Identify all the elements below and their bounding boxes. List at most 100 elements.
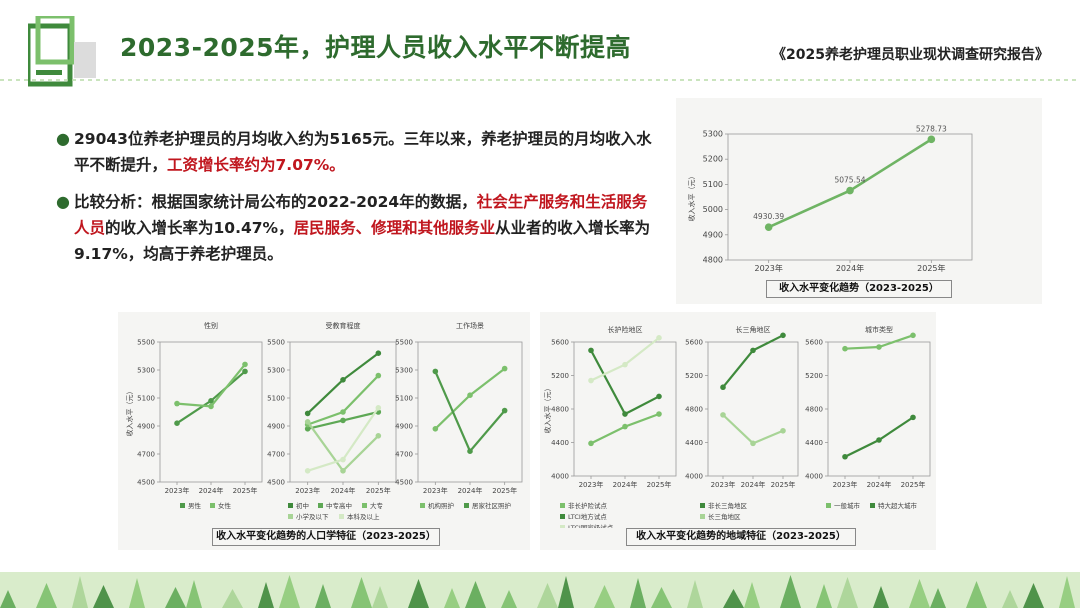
y-tick-label: 5300 bbox=[395, 367, 413, 375]
y-tick-label: 5000 bbox=[703, 205, 723, 214]
data-point bbox=[340, 377, 346, 383]
y-tick-label: 5600 bbox=[805, 339, 823, 347]
chart-title: 工作场景 bbox=[456, 321, 484, 330]
legend-swatch bbox=[464, 503, 469, 508]
y-tick-label: 5100 bbox=[395, 395, 413, 403]
legend-label: 长三角地区 bbox=[708, 512, 741, 521]
data-point bbox=[174, 400, 180, 407]
y-axis-label: 收入水平（元） bbox=[687, 173, 696, 222]
x-tick-label: 2023年 bbox=[295, 486, 320, 495]
data-point bbox=[304, 410, 311, 417]
x-tick-label: 2024年 bbox=[741, 480, 766, 489]
data-point bbox=[501, 365, 508, 372]
bullet-monthly-income: ● 29043位养老护理员的月均收入约为5165元。三年以来，养老护理员的月均收… bbox=[56, 126, 654, 178]
legend-swatch bbox=[870, 503, 875, 508]
chart-title: 长三角地区 bbox=[736, 325, 771, 334]
y-tick-label: 4500 bbox=[137, 479, 155, 487]
legend-swatch bbox=[826, 503, 831, 508]
data-point bbox=[780, 332, 786, 339]
data-point bbox=[622, 361, 628, 368]
trend-chart-caption: 收入水平变化趋势（2023-2025） bbox=[766, 280, 952, 298]
demographic-caption: 收入水平变化趋势的人口学特征（2023-2025） bbox=[212, 528, 440, 546]
series-line bbox=[434, 370, 506, 454]
city-type-chart: 城市类型 4000 4400 4800 5200 5600 2023年 2024年 2025年一… bbox=[805, 325, 931, 510]
x-tick-label: 2024年 bbox=[331, 486, 356, 495]
y-tick-label: 4400 bbox=[805, 439, 823, 447]
data-point bbox=[375, 350, 382, 356]
report-logo-icon bbox=[28, 16, 96, 87]
highlight-text: 居民服务、修理和其他服务业 bbox=[293, 219, 496, 237]
chart-title: 长护险地区 bbox=[608, 325, 643, 334]
data-point bbox=[842, 345, 848, 352]
work-scene-chart: 工作场景 4500 4700 4900 5100 5300 5500 2023年 2024年 20… bbox=[395, 321, 523, 510]
series-line bbox=[306, 421, 380, 473]
regional-charts-panel bbox=[540, 312, 936, 550]
legend-swatch bbox=[560, 525, 565, 528]
x-tick-label: 2023年 bbox=[754, 263, 782, 273]
x-tick-label: 2025年 bbox=[901, 480, 926, 489]
y-tick-label: 5100 bbox=[703, 180, 723, 189]
series-line bbox=[722, 334, 784, 388]
data-point bbox=[622, 411, 628, 417]
data-point bbox=[340, 417, 346, 424]
bullet-comparison: ● 比较分析：根据国家统计局公布的2022-2024年的数据，社会生产服务和生活… bbox=[56, 189, 654, 267]
data-point bbox=[876, 344, 882, 350]
data-point bbox=[432, 368, 439, 375]
data-point bbox=[927, 135, 936, 144]
y-tick-label: 5200 bbox=[805, 372, 823, 380]
data-point bbox=[467, 448, 473, 454]
plot-frame bbox=[727, 133, 973, 261]
data-point bbox=[656, 335, 662, 341]
data-point bbox=[588, 377, 594, 384]
legend-label: 大专 bbox=[370, 501, 384, 510]
data-point bbox=[208, 398, 214, 404]
data-point bbox=[846, 186, 854, 195]
yrd-region-chart: 长三角地区 4000 4400 4800 5200 5600 2023年 2024年 2025年… bbox=[685, 325, 799, 521]
data-point bbox=[242, 361, 248, 368]
data-point bbox=[501, 407, 508, 414]
y-tick-label: 4000 bbox=[551, 473, 569, 481]
legend-swatch bbox=[560, 503, 565, 508]
x-tick-label: 2024年 bbox=[867, 480, 892, 489]
data-point bbox=[720, 384, 726, 391]
x-tick-label: 2023年 bbox=[423, 486, 448, 495]
chart-title: 受教育程度 bbox=[326, 321, 361, 330]
legend-label: 中专高中 bbox=[326, 501, 352, 510]
ltc-region-chart: 长护险地区 4000 4400 4800 5200 5600 2023年 2024年 2025年… bbox=[543, 325, 677, 528]
x-tick-label: 2024年 bbox=[836, 263, 864, 273]
bullet-dot-icon: ● bbox=[56, 192, 70, 211]
data-point bbox=[375, 405, 382, 411]
legend-label: 女性 bbox=[218, 501, 232, 510]
x-tick-label: 2024年 bbox=[458, 486, 483, 495]
y-tick-label: 5600 bbox=[551, 339, 569, 347]
y-tick-label: 4500 bbox=[395, 479, 413, 487]
data-point bbox=[304, 426, 311, 432]
y-tick-label: 4800 bbox=[805, 406, 823, 414]
highlight-text: 工资增长率约为7.07%。 bbox=[167, 156, 345, 174]
legend-swatch bbox=[210, 503, 215, 508]
legend-swatch bbox=[700, 503, 705, 508]
x-tick-label: 2024年 bbox=[613, 480, 638, 489]
data-point bbox=[764, 223, 773, 231]
page-title: 2023-2025年，护理人员收入水平不断提高 bbox=[120, 33, 632, 62]
data-point bbox=[876, 437, 882, 443]
y-tick-label: 4800 bbox=[685, 406, 703, 414]
y-tick-label: 5300 bbox=[137, 367, 155, 375]
series-line bbox=[306, 352, 379, 415]
regional-caption: 收入水平变化趋势的地域特征（2023-2025） bbox=[626, 528, 856, 546]
y-tick-label: 4900 bbox=[395, 423, 413, 431]
data-point bbox=[467, 392, 473, 398]
y-tick-label: 5200 bbox=[685, 372, 703, 380]
data-point bbox=[656, 411, 662, 417]
y-tick-label: 4400 bbox=[685, 439, 703, 447]
x-tick-label: 2025年 bbox=[917, 263, 945, 273]
y-tick-label: 5500 bbox=[267, 339, 285, 347]
legend-swatch bbox=[700, 514, 705, 519]
data-label: 5278.73 bbox=[916, 124, 947, 133]
bullet-text: 29043位养老护理员的月均收入约为5165元。三年以来，养老护理员的月均收入水… bbox=[74, 130, 652, 174]
data-point bbox=[842, 453, 848, 460]
trend-chart-panel bbox=[676, 98, 1042, 304]
y-tick-label: 5100 bbox=[267, 395, 285, 403]
data-point bbox=[432, 426, 439, 432]
y-axis-label: 收入水平（元） bbox=[543, 385, 552, 434]
